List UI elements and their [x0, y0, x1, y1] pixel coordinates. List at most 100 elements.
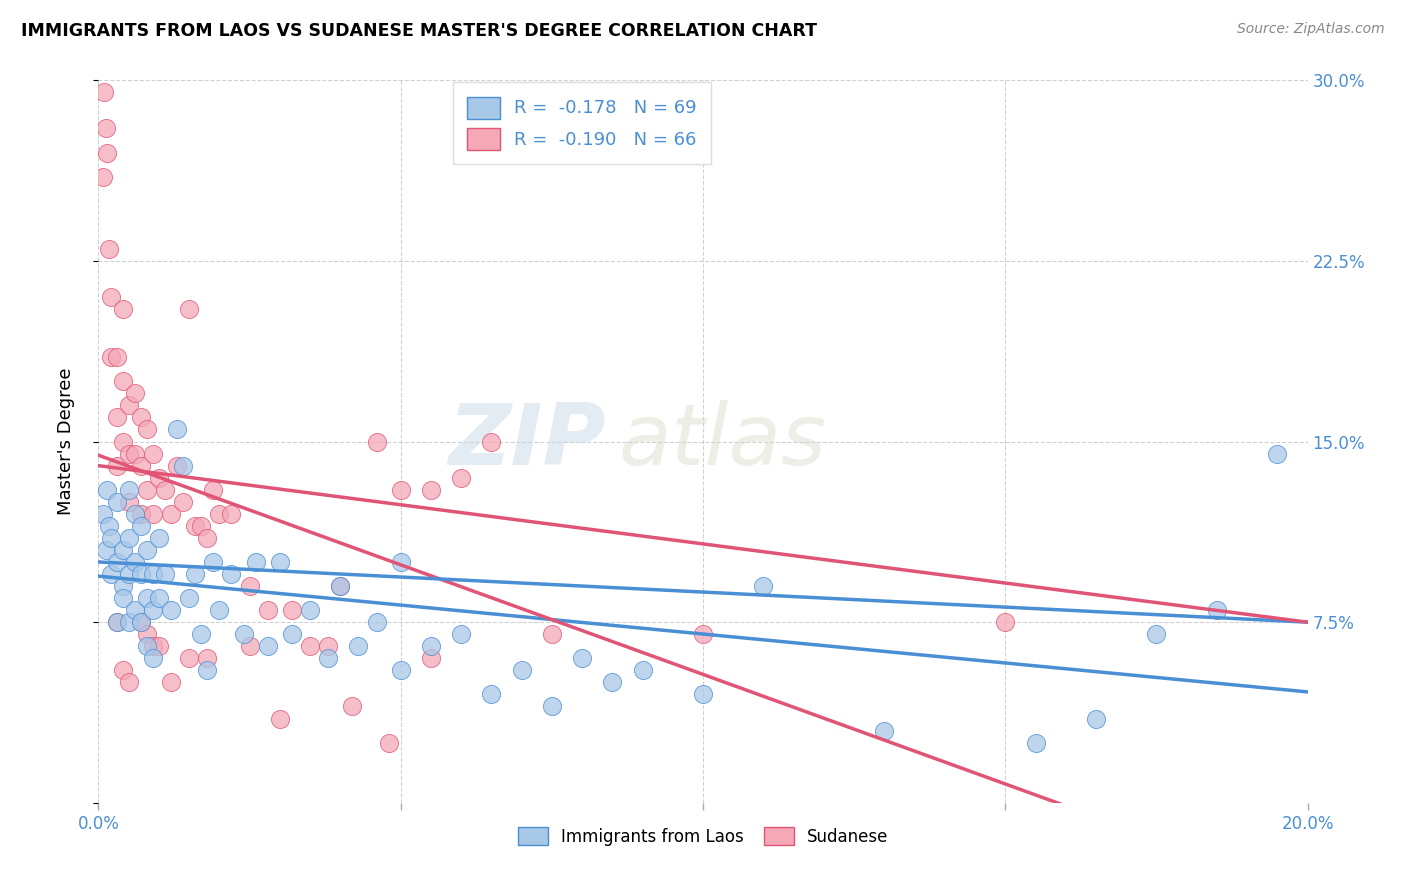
Point: [135, 483, 157, 497]
Point: [602, 675, 624, 690]
Point: [94, 121, 117, 136]
Point: [124, 555, 146, 569]
Point: [269, 555, 291, 569]
Point: [239, 639, 262, 653]
Point: [692, 687, 714, 701]
Point: [98, 242, 121, 256]
Point: [111, 374, 134, 388]
Point: [142, 651, 165, 665]
Point: [105, 615, 128, 630]
Point: [124, 507, 146, 521]
Point: [179, 301, 201, 317]
Point: [142, 639, 165, 653]
Point: [510, 664, 533, 678]
Point: [111, 434, 134, 449]
Point: [93, 85, 115, 99]
Point: [366, 615, 388, 630]
Point: [316, 651, 339, 665]
Point: [129, 615, 152, 630]
Point: [105, 555, 128, 569]
Point: [208, 507, 231, 521]
Point: [692, 627, 714, 641]
Point: [148, 639, 170, 653]
Point: [172, 494, 194, 508]
Point: [135, 639, 157, 653]
Point: [256, 603, 278, 617]
Point: [148, 470, 170, 484]
Point: [316, 639, 339, 653]
Point: [100, 531, 122, 545]
Point: [1267, 446, 1289, 460]
Point: [142, 603, 165, 617]
Point: [208, 603, 231, 617]
Point: [105, 458, 128, 473]
Point: [195, 664, 218, 678]
Point: [148, 531, 170, 545]
Point: [91, 169, 114, 184]
Point: [342, 699, 364, 714]
Text: IMMIGRANTS FROM LAOS VS SUDANESE MASTER'S DEGREE CORRELATION CHART: IMMIGRANTS FROM LAOS VS SUDANESE MASTER'…: [21, 22, 817, 40]
Point: [347, 639, 370, 653]
Point: [118, 483, 141, 497]
Point: [281, 627, 304, 641]
Point: [420, 651, 443, 665]
Point: [105, 615, 128, 630]
Point: [389, 555, 412, 569]
Point: [142, 567, 165, 582]
Point: [135, 591, 157, 605]
Point: [129, 567, 152, 582]
Point: [118, 398, 141, 412]
Point: [269, 712, 291, 726]
Point: [160, 675, 183, 690]
Point: [329, 579, 352, 593]
Point: [100, 567, 122, 582]
Point: [118, 675, 141, 690]
Point: [420, 483, 443, 497]
Point: [105, 410, 128, 425]
Point: [118, 615, 141, 630]
Point: [184, 518, 207, 533]
Point: [160, 603, 183, 617]
Point: [377, 735, 399, 749]
Point: [98, 518, 121, 533]
Point: [129, 507, 152, 521]
Point: [142, 507, 165, 521]
Point: [540, 627, 562, 641]
Point: [190, 627, 212, 641]
Point: [752, 579, 775, 593]
Point: [94, 542, 117, 557]
Point: [481, 434, 503, 449]
Point: [153, 483, 176, 497]
Point: [190, 518, 212, 533]
Point: [135, 422, 157, 436]
Point: [420, 639, 443, 653]
Point: [142, 446, 165, 460]
Point: [135, 542, 157, 557]
Point: [994, 615, 1017, 630]
Point: [366, 434, 388, 449]
Point: [172, 458, 194, 473]
Point: [239, 579, 262, 593]
Point: [1206, 603, 1229, 617]
Point: [118, 567, 141, 582]
Point: [195, 651, 218, 665]
Point: [281, 603, 304, 617]
Point: [105, 350, 128, 364]
Point: [129, 410, 152, 425]
Point: [96, 145, 118, 160]
Point: [389, 664, 412, 678]
Point: [124, 446, 146, 460]
Point: [299, 603, 322, 617]
Point: [232, 627, 254, 641]
Point: [118, 446, 141, 460]
Point: [111, 579, 134, 593]
Point: [202, 555, 225, 569]
Point: [100, 350, 122, 364]
Point: [111, 301, 134, 317]
Point: [256, 639, 278, 653]
Point: [202, 483, 225, 497]
Point: [111, 664, 134, 678]
Point: [389, 483, 412, 497]
Point: [450, 470, 472, 484]
Text: ZIP: ZIP: [449, 400, 606, 483]
